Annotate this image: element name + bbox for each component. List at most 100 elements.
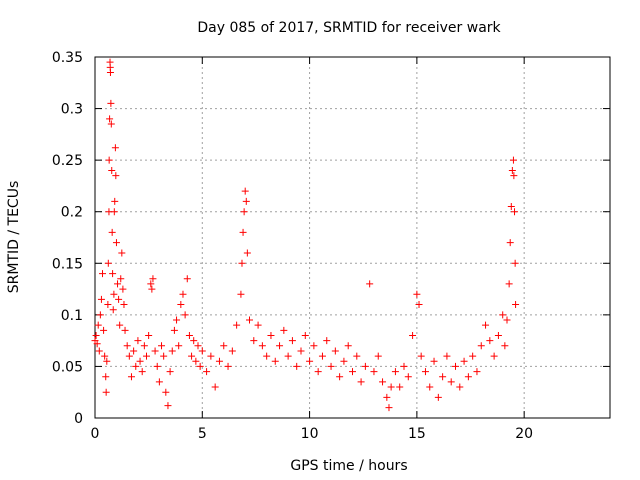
- data-point: [108, 166, 116, 174]
- data-point: [385, 404, 393, 412]
- data-point: [361, 362, 369, 370]
- data-point: [263, 352, 271, 360]
- data-point: [118, 249, 126, 257]
- data-point: [409, 331, 417, 339]
- data-point: [404, 373, 412, 381]
- data-point: [112, 172, 120, 180]
- data-point: [349, 368, 356, 376]
- data-point: [220, 342, 228, 350]
- data-point: [100, 326, 108, 334]
- data-point: [353, 352, 361, 360]
- data-point: [105, 156, 113, 164]
- data-point: [511, 259, 519, 267]
- data-point: [149, 275, 157, 283]
- data-point: [106, 68, 114, 76]
- data-point: [160, 352, 168, 360]
- data-point: [482, 321, 490, 329]
- data-point: [430, 357, 438, 365]
- data-point: [107, 120, 115, 128]
- data-point: [134, 337, 142, 345]
- data-point: [132, 362, 140, 370]
- data-point: [190, 337, 198, 345]
- data-point: [147, 280, 155, 288]
- data-point: [464, 373, 472, 381]
- data-point: [102, 388, 110, 396]
- data-point: [243, 249, 251, 257]
- data-point: [473, 368, 481, 376]
- data-point: [318, 352, 326, 360]
- data-point: [501, 342, 509, 350]
- data-point: [258, 342, 266, 350]
- data-point: [164, 402, 172, 410]
- data-point: [426, 383, 434, 391]
- data-point: [477, 342, 485, 350]
- data-point: [109, 270, 117, 278]
- data-point: [103, 357, 111, 365]
- data-point: [93, 340, 101, 348]
- data-point: [417, 352, 425, 360]
- data-point: [104, 301, 112, 309]
- data-point: [228, 347, 236, 355]
- data-point: [196, 362, 204, 370]
- data-point: [288, 337, 296, 345]
- data-point: [158, 342, 166, 350]
- data-point: [143, 352, 150, 360]
- data-point: [151, 347, 159, 355]
- axis-ticks: 0 5 10 15 20 0 0.05 0.1 0.15 0.2 0.25 0.3 0.35: [52, 50, 610, 442]
- data-point: [391, 368, 399, 376]
- data-point: [267, 331, 275, 339]
- y-axis-label: SRMTID / TECUs: [6, 181, 22, 294]
- data-point: [490, 352, 498, 360]
- data-point: [116, 321, 124, 329]
- data-point: [192, 357, 200, 365]
- data-point: [153, 362, 161, 370]
- data-point: [173, 316, 181, 324]
- data-point: [452, 362, 459, 370]
- data-point: [469, 352, 477, 360]
- data-point: [336, 373, 344, 381]
- data-point: [104, 259, 112, 267]
- data-point: [110, 208, 118, 216]
- data-point: [175, 342, 183, 350]
- data-point: [207, 352, 215, 360]
- data-point: [111, 197, 119, 205]
- data-point: [503, 316, 511, 324]
- data-point: [293, 362, 301, 370]
- data-point: [198, 347, 206, 355]
- y-tick-label: 0.25: [52, 153, 83, 169]
- data-point: [331, 347, 339, 355]
- data-point: [310, 342, 318, 350]
- data-point: [168, 347, 176, 355]
- data-point: [194, 342, 202, 350]
- data-point: [145, 331, 153, 339]
- data-point: [95, 347, 103, 355]
- data-point: [370, 368, 378, 376]
- data-point: [510, 172, 518, 180]
- data-point: [120, 301, 128, 309]
- plot-area: [95, 57, 610, 418]
- data-point: [413, 290, 421, 298]
- data-point: [179, 290, 187, 298]
- data-point: [181, 311, 189, 319]
- data-point: [447, 378, 455, 386]
- data-point: [254, 321, 262, 329]
- data-point: [306, 357, 314, 365]
- data-point: [511, 208, 519, 216]
- data-point: [301, 331, 309, 339]
- data-point: [284, 352, 292, 360]
- data-point: [125, 352, 133, 360]
- data-point: [101, 352, 109, 360]
- data-point: [130, 347, 138, 355]
- data-point: [250, 337, 258, 345]
- data-point: [121, 326, 129, 334]
- data-point: [239, 228, 247, 236]
- data-point: [108, 228, 116, 236]
- data-point: [242, 197, 250, 205]
- data-point: [379, 378, 387, 386]
- plot-border: [94, 56, 611, 419]
- y-tick-label: 0: [74, 411, 83, 427]
- data-point: [246, 316, 253, 324]
- x-tick-label: 10: [301, 426, 319, 442]
